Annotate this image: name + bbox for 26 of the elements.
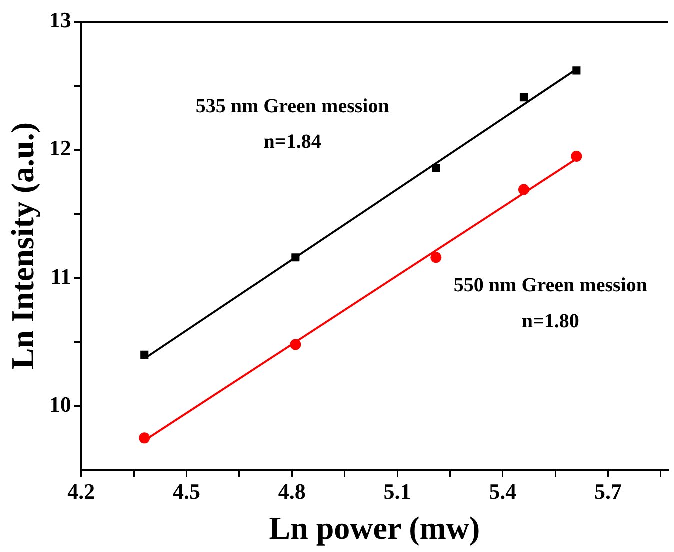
y-tick-label: 10: [49, 392, 72, 417]
point: [572, 66, 581, 75]
x-tick-label: 4.8: [278, 479, 306, 504]
x-tick-label: 4.2: [68, 479, 96, 504]
annotation: n=1.80: [522, 310, 580, 332]
annotation: n=1.84: [264, 131, 322, 154]
x-tick-label: 4.5: [173, 479, 201, 504]
point: [290, 339, 302, 350]
x-axis-title: Ln power (mw): [269, 510, 480, 546]
point: [520, 94, 528, 102]
x-tick-label: 5.7: [594, 479, 622, 504]
point: [518, 184, 530, 196]
annotation: 535 nm Green mession: [196, 95, 390, 118]
x-tick-label: 5.4: [489, 479, 517, 504]
y-tick-label: 13: [49, 8, 72, 33]
point: [571, 150, 582, 162]
x-tick-label: 5.1: [384, 479, 412, 504]
point: [140, 350, 149, 359]
annotation: 550 nm Green mession: [454, 274, 648, 297]
y-axis-title: Ln Intensity (a.u.): [4, 122, 40, 370]
point: [139, 432, 150, 444]
point: [432, 164, 440, 172]
y-tick-label: 11: [50, 264, 72, 289]
y-tick-label: 12: [49, 136, 72, 161]
point: [292, 254, 300, 262]
point: [430, 252, 442, 264]
